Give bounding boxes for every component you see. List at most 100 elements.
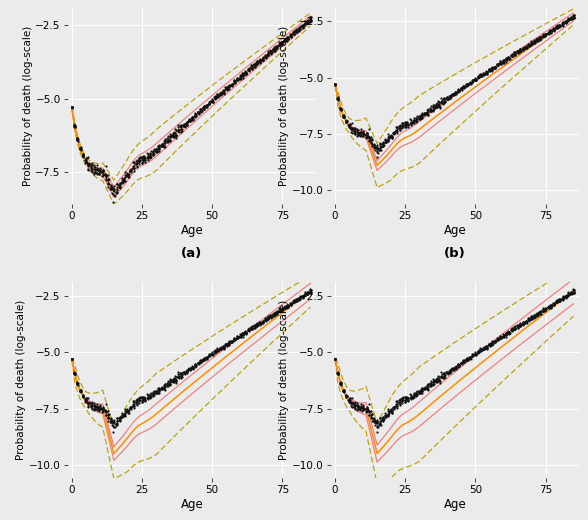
Point <box>109 186 118 194</box>
Point <box>345 397 355 406</box>
Point <box>382 411 391 420</box>
Point <box>400 395 410 404</box>
Point <box>152 388 161 396</box>
Point <box>129 164 139 172</box>
Point <box>544 303 553 311</box>
Point <box>298 22 308 30</box>
Point <box>420 384 430 392</box>
Point <box>460 358 469 366</box>
Point <box>537 32 547 40</box>
Point <box>277 39 286 47</box>
Point <box>201 354 211 362</box>
Point <box>306 17 315 25</box>
Point <box>204 100 213 108</box>
Point <box>93 164 102 173</box>
Point <box>463 355 472 363</box>
Point <box>266 311 275 320</box>
Point <box>415 388 425 397</box>
Point <box>389 129 399 137</box>
Point <box>207 98 216 106</box>
Point <box>450 88 460 97</box>
Point <box>191 361 200 370</box>
Point <box>90 401 99 409</box>
Point <box>228 338 237 346</box>
Point <box>201 353 211 361</box>
Point <box>564 15 573 23</box>
Point <box>457 360 467 369</box>
Point <box>559 20 568 29</box>
Point <box>169 377 178 385</box>
Point <box>115 413 125 421</box>
Point <box>348 125 357 133</box>
Point <box>333 95 343 103</box>
Point <box>210 347 219 356</box>
Point <box>157 383 166 392</box>
Point <box>166 377 175 385</box>
Point <box>417 388 426 397</box>
Point <box>421 383 430 392</box>
Point <box>283 33 292 42</box>
Point <box>554 23 564 31</box>
Point <box>199 354 209 362</box>
Point <box>522 44 531 52</box>
Point <box>469 76 478 84</box>
Point <box>539 306 548 315</box>
Point <box>342 393 351 401</box>
Point <box>349 127 359 135</box>
Point <box>352 406 362 414</box>
Point <box>510 49 520 58</box>
Point <box>451 364 460 372</box>
Point <box>546 28 556 36</box>
Point <box>299 21 309 29</box>
Point <box>230 335 240 344</box>
Point <box>216 88 226 96</box>
Point <box>129 158 138 166</box>
Point <box>202 102 211 110</box>
Point <box>223 339 233 347</box>
Point <box>169 132 178 140</box>
Point <box>382 138 391 146</box>
Point <box>250 61 259 69</box>
Point <box>202 101 212 110</box>
Point <box>426 382 436 390</box>
Point <box>266 47 275 56</box>
Point <box>439 99 449 108</box>
Point <box>453 362 463 371</box>
Point <box>69 122 79 130</box>
Point <box>426 102 436 110</box>
Point <box>462 355 471 363</box>
Point <box>434 102 443 110</box>
Point <box>544 303 553 311</box>
Point <box>392 127 401 136</box>
Point <box>268 310 278 318</box>
Point <box>128 401 138 410</box>
Point <box>541 30 550 38</box>
Point <box>411 116 420 124</box>
Point <box>258 317 268 326</box>
Point <box>516 46 526 55</box>
Point <box>157 140 166 149</box>
Point <box>469 350 478 359</box>
Point <box>330 80 340 88</box>
Point <box>96 405 105 413</box>
Point <box>417 114 427 122</box>
Point <box>306 14 315 22</box>
Point <box>445 366 455 374</box>
Point <box>218 343 228 352</box>
Point <box>365 133 374 141</box>
Point <box>436 94 446 102</box>
Point <box>223 341 233 349</box>
Point <box>516 320 525 328</box>
Point <box>401 394 410 402</box>
Point <box>269 310 279 318</box>
Point <box>425 106 435 114</box>
Point <box>462 81 472 89</box>
Point <box>465 354 475 362</box>
Point <box>330 355 340 363</box>
Point <box>277 38 286 47</box>
Point <box>359 404 368 412</box>
Point <box>235 73 245 81</box>
Point <box>204 100 213 108</box>
Point <box>356 125 365 133</box>
Point <box>521 318 530 327</box>
